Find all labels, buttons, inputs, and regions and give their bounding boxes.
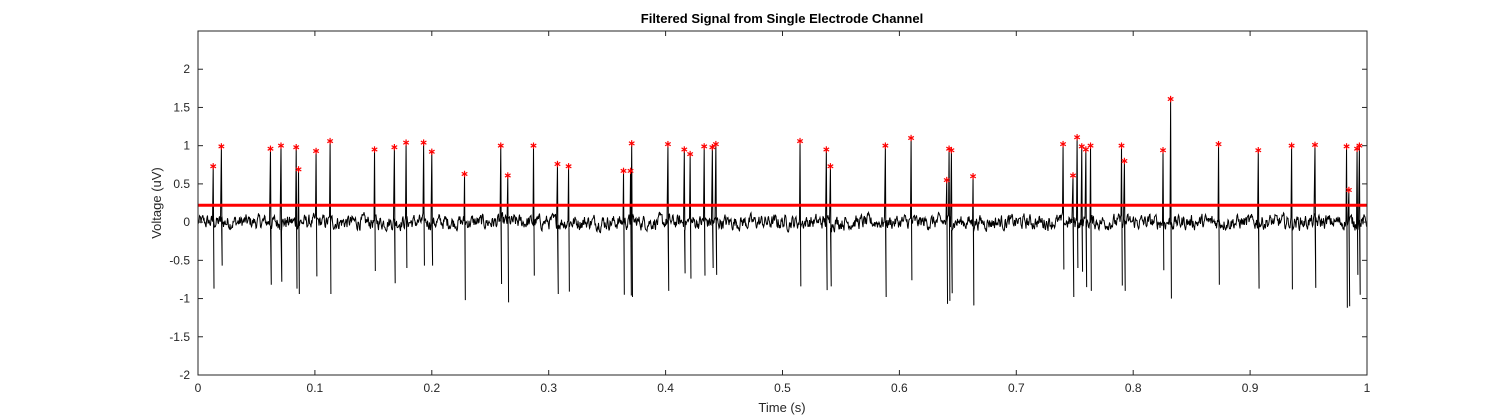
x-tick-label: 0 xyxy=(195,381,202,395)
spike-marker xyxy=(267,145,274,152)
spike-marker xyxy=(687,150,694,158)
spike-marker xyxy=(1121,157,1128,165)
x-tick-label: 0.2 xyxy=(423,381,440,395)
spike-marker xyxy=(1069,172,1077,179)
spike-marker xyxy=(664,140,672,148)
y-tick-label: 1.5 xyxy=(173,100,190,114)
spike-marker xyxy=(1167,95,1174,103)
spike-marker xyxy=(327,137,334,145)
spike-marker xyxy=(712,140,719,148)
spike-marker xyxy=(312,147,320,155)
spike-marker xyxy=(1356,142,1363,149)
spike-marker xyxy=(1074,134,1081,141)
spike-markers xyxy=(210,95,1363,194)
spike-marker xyxy=(420,139,427,146)
spike-marker xyxy=(827,163,834,170)
spike-marker xyxy=(628,140,635,147)
spike-marker xyxy=(709,143,716,151)
y-tick-label: -2 xyxy=(179,368,190,382)
y-tick-label: 2 xyxy=(183,62,190,76)
spike-marker xyxy=(402,139,410,146)
spike-marker xyxy=(681,146,688,153)
spike-marker xyxy=(1311,141,1319,149)
spike-marker xyxy=(1345,186,1352,194)
spike-marker xyxy=(218,143,225,150)
spike-marker xyxy=(1343,143,1350,150)
y-tick-label: -1 xyxy=(179,292,190,306)
x-axis-label: Time (s) xyxy=(758,400,805,415)
spike-marker xyxy=(948,147,955,154)
spike-marker xyxy=(293,143,300,151)
spike-marker xyxy=(1255,147,1262,154)
spike-marker xyxy=(1288,142,1295,149)
y-axis-label: Voltage (uV) xyxy=(149,167,164,239)
spike-marker xyxy=(1059,140,1067,148)
signal-trace xyxy=(197,99,1368,308)
spike-marker xyxy=(497,142,504,149)
spike-marker xyxy=(796,137,804,145)
spike-marker xyxy=(701,143,708,150)
chart-title: Filtered Signal from Single Electrode Ch… xyxy=(641,11,923,26)
spike-marker xyxy=(943,176,950,184)
y-tick-label: -0.5 xyxy=(169,253,190,267)
spike-marker xyxy=(1159,147,1167,154)
spike-marker xyxy=(530,142,537,149)
spike-marker xyxy=(908,134,915,142)
spike-marker xyxy=(504,172,511,179)
spike-marker xyxy=(277,142,285,149)
spike-marker xyxy=(882,142,889,149)
spike-marker xyxy=(1078,143,1085,150)
y-tick-label: -1.5 xyxy=(169,330,190,344)
spike-marker xyxy=(620,167,627,175)
x-tick-label: 0.3 xyxy=(540,381,557,395)
spike-marker xyxy=(1087,142,1094,149)
x-tick-label: 0.9 xyxy=(1242,381,1259,395)
plot-area xyxy=(198,31,1367,375)
spike-marker xyxy=(823,146,830,153)
spike-marker xyxy=(210,163,217,170)
spike-marker xyxy=(565,163,572,170)
x-axis-ticks: 0 0.1 0.2 0.3 0.4 0.5 0.6 0.7 0.8 0.9 1 xyxy=(195,31,1371,395)
spike-marker xyxy=(1118,142,1125,149)
spike-marker xyxy=(428,148,435,155)
y-axis-ticks: -2 -1.5 -1 -0.5 0 0.5 1 1.5 2 xyxy=(169,62,1367,382)
x-tick-label: 0.4 xyxy=(657,381,674,395)
x-tick-label: 0.7 xyxy=(1008,381,1025,395)
x-tick-label: 0.8 xyxy=(1125,381,1142,395)
spike-marker xyxy=(461,170,468,178)
spike-marker xyxy=(1215,140,1222,148)
spike-marker xyxy=(969,173,977,180)
x-tick-label: 0.5 xyxy=(774,381,791,395)
spike-marker xyxy=(391,143,398,151)
spike-marker xyxy=(1082,146,1089,153)
spike-marker xyxy=(554,160,561,168)
y-tick-label: 0.5 xyxy=(173,177,190,191)
x-tick-label: 0.1 xyxy=(307,381,324,395)
signal-layer xyxy=(197,99,1368,308)
x-tick-label: 1 xyxy=(1364,381,1371,395)
spike-marker xyxy=(371,146,378,153)
y-tick-label: 1 xyxy=(183,139,190,153)
x-tick-label: 0.6 xyxy=(891,381,908,395)
spike-marker xyxy=(627,167,634,175)
y-tick-label: 0 xyxy=(183,215,190,229)
spike-marker xyxy=(295,166,302,173)
